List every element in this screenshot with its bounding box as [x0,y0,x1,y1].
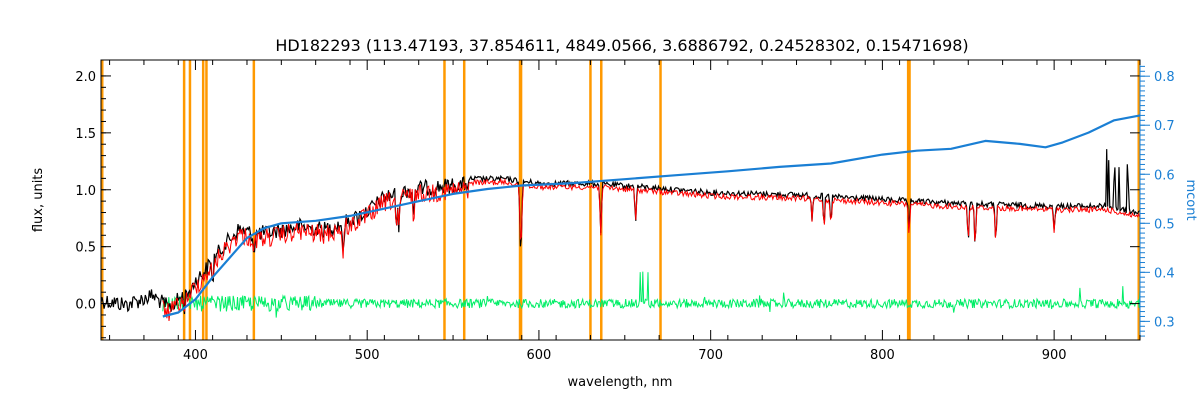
y-tick-label: 0.0 [75,298,96,313]
plot-frame [100,59,1141,341]
y-tick-label: 0.5 [75,241,96,256]
model-series [162,177,1141,322]
x-tick-label: 500 [355,348,380,363]
y-tick-label: 1.0 [75,184,96,199]
y2-tick-label: 0.8 [1154,70,1175,85]
x-tick-label: 600 [527,348,552,363]
y2-tick-label: 0.6 [1154,168,1175,183]
x-tick-label: 700 [698,348,723,363]
x-axis-title: wavelength, nm [568,375,673,390]
y2-tick-label: 0.3 [1154,315,1175,330]
spectral-line-markers [101,60,1140,340]
x-tick-label: 400 [183,348,208,363]
y2-tick-label: 0.7 [1154,119,1175,134]
y-tick-label: 1.5 [75,127,96,142]
model-spectrum-line [162,177,1141,322]
continuum-series [162,114,1141,318]
left-y-axis: 0.0 0.5 1.0 1.5 2.0 [75,70,1140,339]
y2-tick-label: 0.4 [1154,266,1175,281]
x-axis: 400 500 600 700 800 900 [109,60,1141,363]
residual-series [162,271,1141,318]
x-tick-label: 800 [870,348,895,363]
residual-line [162,271,1141,318]
y2-axis-title: mcont [1183,179,1198,220]
chart-title: HD182293 (113.47193, 37.854611, 4849.056… [275,36,968,55]
y2-tick-label: 0.5 [1154,217,1175,232]
x-tick-label: 900 [1042,348,1067,363]
y-tick-label: 2.0 [75,70,96,85]
continuum-line [162,114,1141,318]
right-y-axis: 0.3 0.4 0.5 0.6 0.7 0.8 [1139,60,1175,340]
y-axis-title: flux, units [31,168,46,233]
